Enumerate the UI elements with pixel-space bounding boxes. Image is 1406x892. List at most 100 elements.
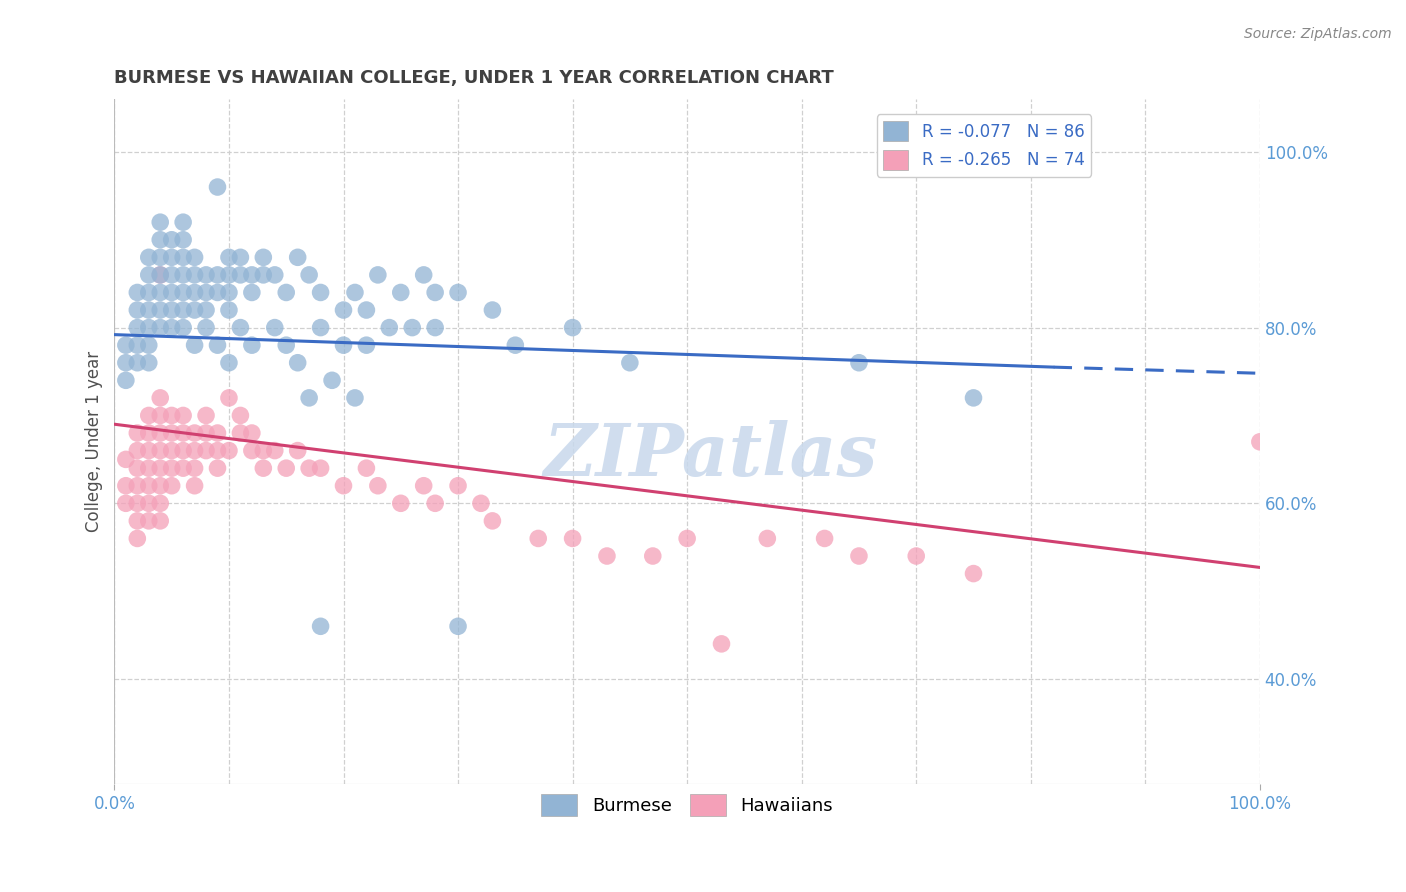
Point [127, 356, 149, 370]
Point [127, 303, 149, 318]
Point [470, 496, 492, 510]
Point [127, 285, 149, 300]
Point [138, 496, 160, 510]
Point [183, 268, 205, 282]
Point [229, 409, 252, 423]
Point [115, 479, 138, 493]
Point [218, 356, 240, 370]
Point [527, 532, 550, 546]
Point [149, 215, 172, 229]
Point [309, 320, 332, 334]
Point [138, 303, 160, 318]
Point [240, 425, 263, 440]
Point [183, 479, 205, 493]
Point [276, 285, 298, 300]
Point [160, 320, 183, 334]
Point [481, 514, 503, 528]
Point [183, 461, 205, 475]
Point [149, 479, 172, 493]
Point [115, 356, 138, 370]
Point [138, 268, 160, 282]
Point [207, 285, 229, 300]
Point [356, 303, 378, 318]
Point [710, 637, 733, 651]
Point [619, 356, 641, 370]
Point [240, 285, 263, 300]
Point [172, 303, 194, 318]
Point [287, 250, 309, 264]
Point [127, 479, 149, 493]
Point [160, 479, 183, 493]
Point [596, 549, 619, 563]
Point [138, 443, 160, 458]
Point [848, 356, 870, 370]
Point [412, 479, 434, 493]
Point [195, 425, 218, 440]
Point [160, 461, 183, 475]
Point [309, 619, 332, 633]
Point [115, 496, 138, 510]
Point [160, 285, 183, 300]
Point [378, 320, 401, 334]
Point [332, 338, 354, 352]
Point [447, 285, 470, 300]
Point [298, 391, 321, 405]
Point [127, 443, 149, 458]
Point [160, 409, 183, 423]
Point [183, 303, 205, 318]
Point [298, 268, 321, 282]
Legend: Burmese, Hawaiians: Burmese, Hawaiians [534, 787, 841, 823]
Point [138, 514, 160, 528]
Point [138, 461, 160, 475]
Point [138, 479, 160, 493]
Point [423, 496, 446, 510]
Point [356, 338, 378, 352]
Point [229, 250, 252, 264]
Point [195, 320, 218, 334]
Point [127, 514, 149, 528]
Point [332, 303, 354, 318]
Point [160, 233, 183, 247]
Point [138, 425, 160, 440]
Point [447, 479, 470, 493]
Point [195, 285, 218, 300]
Point [447, 619, 470, 633]
Point [962, 391, 984, 405]
Point [183, 250, 205, 264]
Point [127, 425, 149, 440]
Point [138, 250, 160, 264]
Point [343, 391, 366, 405]
Point [813, 532, 835, 546]
Point [115, 373, 138, 387]
Point [240, 338, 263, 352]
Point [207, 268, 229, 282]
Point [172, 443, 194, 458]
Point [240, 268, 263, 282]
Point [172, 233, 194, 247]
Point [138, 320, 160, 334]
Point [172, 409, 194, 423]
Point [138, 285, 160, 300]
Point [149, 425, 172, 440]
Point [263, 320, 285, 334]
Point [149, 320, 172, 334]
Point [172, 268, 194, 282]
Point [172, 320, 194, 334]
Point [218, 250, 240, 264]
Point [127, 532, 149, 546]
Point [195, 443, 218, 458]
Point [218, 268, 240, 282]
Point [218, 443, 240, 458]
Point [389, 496, 412, 510]
Point [905, 549, 928, 563]
Point [252, 250, 274, 264]
Point [252, 268, 274, 282]
Point [115, 338, 138, 352]
Point [229, 320, 252, 334]
Point [561, 320, 583, 334]
Point [207, 425, 229, 440]
Point [138, 356, 160, 370]
Point [207, 461, 229, 475]
Point [481, 303, 503, 318]
Point [252, 443, 274, 458]
